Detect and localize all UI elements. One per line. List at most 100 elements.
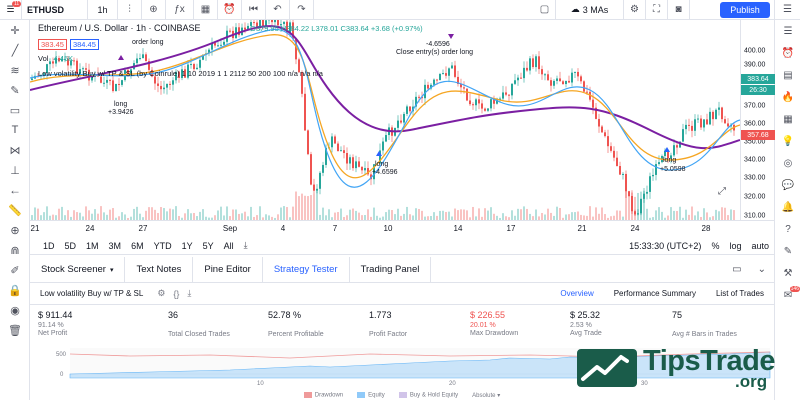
- text-icon[interactable]: T: [11, 124, 19, 136]
- eye-icon[interactable]: ◉: [10, 304, 20, 317]
- data-window-icon[interactable]: ▤: [783, 69, 793, 81]
- lock-icon[interactable]: 🔒: [8, 284, 22, 297]
- legend-absolute-select[interactable]: Absolute ▾: [472, 392, 501, 399]
- settings-icon[interactable]: ⚙: [624, 0, 646, 20]
- candle-body: [115, 83, 117, 92]
- price-scale[interactable]: 400.00 390.00 370.00 360.00 350.00 340.0…: [740, 20, 775, 220]
- candle-body: [697, 118, 699, 120]
- candle-body: [478, 99, 480, 104]
- candle-body: [157, 83, 159, 86]
- trendline-icon[interactable]: ╱: [11, 44, 19, 57]
- stat-sub: 2.53 %: [570, 322, 592, 329]
- tab-trading-panel[interactable]: Trading Panel: [350, 256, 432, 283]
- fib-icon[interactable]: ≋: [10, 64, 20, 77]
- undo-icon[interactable]: ↶: [266, 0, 290, 20]
- symbol-search[interactable]: ETHUSD: [22, 0, 88, 20]
- fullscreen-icon[interactable]: ⛶: [646, 0, 668, 20]
- last-price-tag: 383.64: [741, 74, 775, 84]
- subtab-performance-summary[interactable]: Performance Summary: [613, 289, 696, 298]
- zoom-icon[interactable]: ⊕: [10, 224, 20, 237]
- time-axis[interactable]: 21 24 27 Sep 4 7 10 14 17 21 24 28: [30, 220, 774, 236]
- candles-icon[interactable]: ⫶: [118, 0, 142, 20]
- hotlist-icon[interactable]: 🔥: [781, 91, 795, 103]
- compare-icon[interactable]: ⊕: [142, 0, 166, 20]
- range-3m[interactable]: 3M: [108, 240, 122, 251]
- templates-icon[interactable]: ▦: [194, 0, 218, 20]
- volume-bar: [211, 217, 213, 220]
- range-ytd[interactable]: YTD: [153, 240, 172, 251]
- layout-selector[interactable]: ☁ 3 MAs: [556, 0, 624, 20]
- subtab-list-of-trades[interactable]: List of Trades: [715, 289, 764, 298]
- tab-text-notes[interactable]: Text Notes: [125, 256, 194, 283]
- chart-menu-icon[interactable]: ⚒: [783, 267, 793, 279]
- candle-body: [265, 20, 267, 26]
- price-chart[interactable]: Ethereum / U.S. Dollar · 1h · COINBASE O…: [29, 11, 741, 220]
- chats-icon[interactable]: 💬: [781, 179, 795, 191]
- ideas-icon[interactable]: 💡: [781, 135, 795, 147]
- alert-icon[interactable]: ⏰: [218, 0, 242, 20]
- buy-price-button[interactable]: 384.45: [69, 39, 99, 50]
- notes-icon[interactable]: ✎: [783, 245, 793, 257]
- auto-toggle[interactable]: auto: [751, 240, 769, 251]
- legend-equity[interactable]: Equity: [357, 391, 385, 398]
- maximize-panel-icon[interactable]: ▭: [732, 264, 742, 275]
- collapse-panel-icon[interactable]: ⌄: [757, 264, 766, 275]
- publish-button[interactable]: Publish: [720, 2, 770, 18]
- magnet-icon[interactable]: ⋒: [10, 244, 20, 257]
- goto-date-icon[interactable]: ⤓: [243, 240, 248, 250]
- rectangle-icon[interactable]: ▭: [9, 104, 21, 117]
- messages-icon[interactable]: ✉ 146: [783, 286, 800, 301]
- streams-icon[interactable]: ◎: [783, 157, 793, 169]
- watchlist-icon[interactable]: ☰: [774, 0, 800, 20]
- volume-bar: [370, 216, 372, 220]
- time-tick: 28: [701, 224, 711, 233]
- range-5d[interactable]: 5D: [64, 240, 77, 251]
- pattern-icon[interactable]: ⋈: [9, 144, 21, 157]
- stay-drawing-icon[interactable]: ✐: [10, 264, 20, 277]
- range-1y[interactable]: 1Y: [181, 240, 193, 251]
- range-1m[interactable]: 1M: [86, 240, 99, 251]
- legend-buy-hold[interactable]: Buy & Hold Equity: [398, 391, 458, 398]
- range-5y[interactable]: 5Y: [202, 240, 214, 251]
- strategy-source-icon[interactable]: {}: [173, 288, 180, 299]
- brush-icon[interactable]: ✎: [10, 84, 20, 97]
- subtab-overview[interactable]: Overview: [560, 289, 594, 298]
- legend-drawdown[interactable]: Drawdown: [303, 391, 343, 398]
- crosshair-icon[interactable]: ✛: [10, 24, 20, 37]
- tab-pine-editor[interactable]: Pine Editor: [193, 256, 263, 283]
- calendar-icon[interactable]: ▦: [783, 113, 793, 125]
- camera-icon[interactable]: ◙: [668, 0, 690, 20]
- layout-icon[interactable]: ▢: [534, 0, 556, 20]
- range-6m[interactable]: 6M: [131, 240, 144, 251]
- clock[interactable]: 15:33:30 (UTC+2): [629, 240, 702, 251]
- alerts-side-icon[interactable]: ⏰: [781, 47, 795, 59]
- export-icon[interactable]: ⤓: [187, 288, 192, 298]
- strategy-settings-icon[interactable]: ⚙: [157, 288, 166, 298]
- watchlist-side-icon[interactable]: ☰: [783, 25, 793, 37]
- prediction-icon[interactable]: ⊥: [10, 164, 20, 177]
- range-1d[interactable]: 1D: [43, 240, 55, 251]
- sell-price-button[interactable]: 383.45: [38, 39, 67, 50]
- notifications-icon[interactable]: 🔔: [781, 201, 795, 213]
- tab-stock-screener[interactable]: Stock Screener ▾: [30, 256, 126, 283]
- help-icon[interactable]: ?: [785, 223, 791, 235]
- ruler-icon[interactable]: 📏: [8, 204, 22, 217]
- trash-icon[interactable]: 🗑: [8, 324, 22, 337]
- indicators-icon[interactable]: ƒx: [166, 0, 194, 20]
- volume-bar: [325, 215, 327, 220]
- redo-icon[interactable]: ↷: [290, 0, 314, 20]
- price-chart-svg[interactable]: [29, 11, 741, 220]
- tab-strategy-tester[interactable]: Strategy Tester: [263, 256, 350, 283]
- percent-toggle[interactable]: %: [711, 240, 720, 251]
- menu-button[interactable]: ☰ 11: [0, 0, 22, 20]
- log-toggle[interactable]: log: [729, 240, 742, 251]
- interval-button[interactable]: 1h: [88, 0, 118, 20]
- candle-body: [250, 22, 252, 26]
- stat-avg-bars: 75 Avg # Bars in Trades: [672, 310, 737, 338]
- goto-realtime-icon[interactable]: ⤢: [718, 186, 726, 197]
- replay-icon[interactable]: ⏮: [242, 0, 266, 20]
- range-all[interactable]: All: [223, 240, 234, 251]
- volume-bar: [169, 208, 171, 220]
- candle-body: [169, 83, 171, 85]
- back-arrow-icon[interactable]: ←: [9, 183, 21, 197]
